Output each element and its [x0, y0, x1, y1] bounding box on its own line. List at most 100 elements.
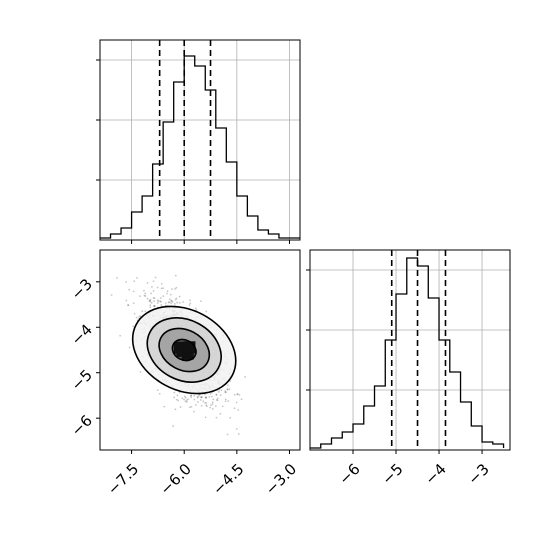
scatter-point [149, 304, 152, 307]
scatter-point [160, 287, 163, 290]
scatter-point [228, 388, 231, 391]
scatter-point [168, 301, 171, 304]
scatter-point [189, 406, 191, 409]
scatter-point [238, 394, 241, 396]
scatter-point [226, 388, 229, 390]
scatter-point [166, 292, 168, 295]
scatter-point [156, 389, 159, 392]
scatter-point [160, 282, 163, 285]
contour-line [146, 317, 222, 383]
scatter-point [141, 310, 144, 313]
scatter-point [181, 397, 184, 400]
scatter-point [226, 433, 229, 436]
scatter-point [157, 300, 160, 303]
scatter-point [136, 277, 138, 279]
scatter-point [183, 398, 185, 401]
x-tick-label: −4.5 [209, 460, 247, 498]
scatter-point [209, 406, 212, 409]
scatter-point [240, 398, 243, 401]
scatter-point [218, 391, 220, 393]
scatter-point [226, 388, 229, 391]
scatter-point [152, 296, 155, 299]
scatter-point [160, 300, 162, 303]
axes-frame [99, 39, 301, 241]
axes-frame [99, 249, 301, 451]
scatter-point [229, 416, 232, 419]
scatter-point [173, 391, 176, 394]
scatter-point [184, 400, 187, 403]
scatter-point [205, 401, 208, 404]
scatter-point [224, 400, 227, 403]
scatter-point [132, 302, 135, 305]
scatter-point [144, 295, 147, 297]
scatter-point [143, 294, 146, 297]
scatter-point [128, 346, 131, 349]
scatter-point [193, 398, 196, 401]
scatter-point [197, 396, 199, 399]
scatter-point [144, 292, 147, 295]
scatter-point [166, 290, 169, 293]
scatter-point [149, 298, 152, 301]
scatter-point [183, 395, 186, 398]
scatter-point [211, 403, 214, 406]
scatter-point [190, 394, 192, 397]
scatter-point [193, 410, 195, 413]
scatter-point [227, 384, 229, 387]
scatter-point [152, 304, 155, 307]
scatter-point [196, 395, 199, 398]
scatter-point [200, 396, 202, 399]
scatter-point [125, 281, 128, 283]
scatter-point [132, 325, 135, 328]
scatter-point [209, 404, 212, 407]
scatter-point [200, 404, 203, 407]
scatter-point [224, 398, 227, 401]
scatter-point [205, 405, 208, 408]
scatter-point [204, 401, 206, 404]
scatter-point [170, 300, 173, 302]
scatter-point [233, 393, 236, 396]
scatter-point [199, 399, 202, 401]
scatter-point [133, 280, 136, 282]
scatter-point [236, 393, 239, 395]
scatter-point [204, 396, 207, 399]
scatter-point [110, 294, 113, 296]
scatter-point [208, 396, 211, 398]
histogram-panel-bottom-right: −6 −5 −4 −3 [306, 249, 511, 488]
scatter-point [187, 398, 189, 401]
scatter-point [205, 404, 208, 407]
scatter-point [200, 396, 203, 399]
scatter-point [214, 405, 217, 407]
scatter-point [211, 401, 214, 404]
scatter-point [174, 274, 177, 277]
scatter-point [237, 409, 240, 411]
scatter-point [233, 407, 236, 410]
scatter-point [219, 394, 222, 397]
scatter-point [153, 305, 156, 307]
scatter-point [172, 425, 175, 427]
x-tick-label: −3.0 [262, 460, 300, 498]
scatter-point [139, 295, 141, 298]
scatter-point [152, 290, 155, 292]
scatter-point [138, 315, 141, 318]
scatter-point [163, 405, 166, 408]
y-tick-label: −5 [68, 366, 96, 394]
scatter-point [205, 310, 208, 313]
scatter-point [193, 394, 196, 397]
scatter-point [237, 433, 240, 435]
scatter-point [156, 299, 159, 302]
scatter-point [171, 288, 173, 291]
x-tick-label: −3 [464, 460, 492, 488]
x-tick-label: −6 [335, 460, 363, 488]
scatter-point [156, 286, 159, 289]
scatter-point [173, 303, 176, 305]
histogram-step [100, 55, 300, 239]
scatter-point [159, 297, 162, 299]
contour-line [171, 338, 197, 362]
scatter-point [148, 299, 151, 302]
x-tick-label: −4 [421, 460, 449, 488]
density-panel-bottom-left: −7.5 −6.0 −4.5 −3.0 −3 −4 −5 −6 [68, 249, 301, 499]
y-tick-label: −4 [68, 321, 96, 349]
scatter-point [169, 293, 172, 296]
scatter-point [224, 391, 227, 394]
scatter-point [210, 395, 213, 398]
